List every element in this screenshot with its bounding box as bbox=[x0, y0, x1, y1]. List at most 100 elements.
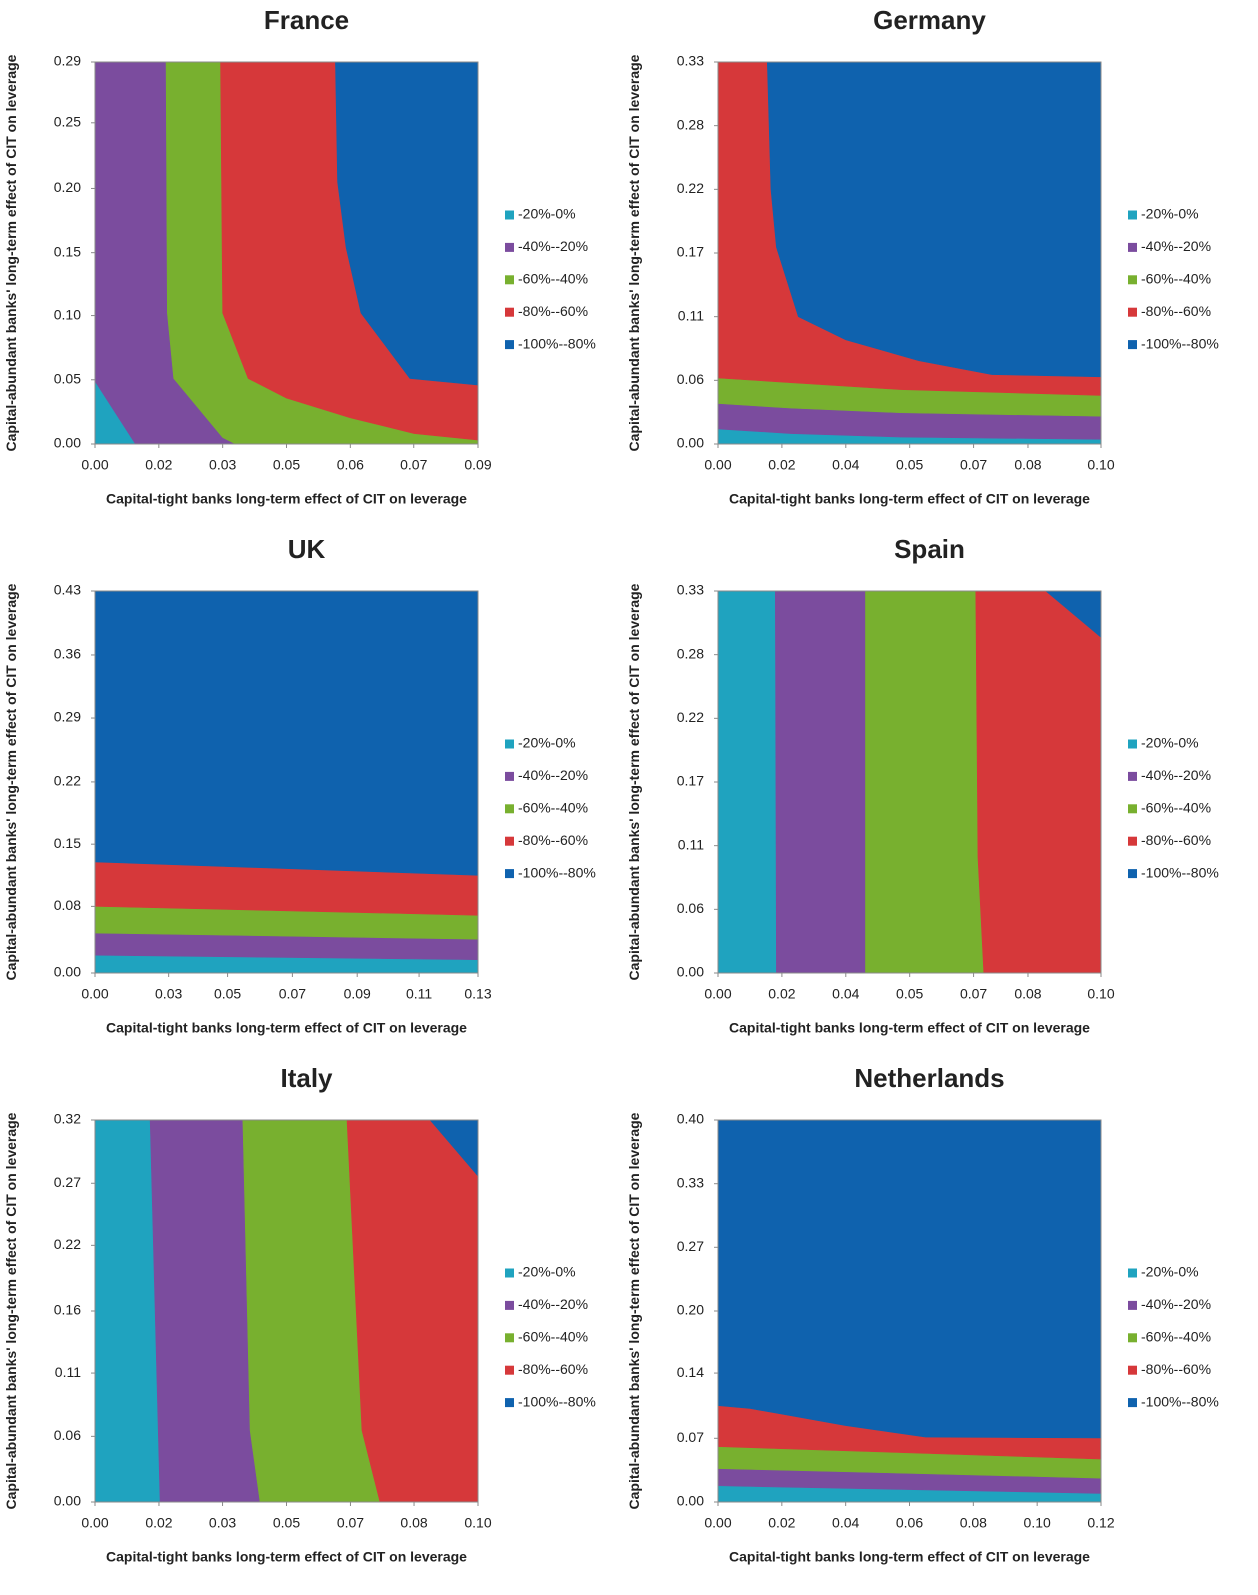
y-tick-label: 0.11 bbox=[678, 836, 704, 852]
chart-title: UK bbox=[288, 534, 326, 564]
x-tick-label: 0.13 bbox=[464, 986, 491, 1002]
x-tick-label: 0.08 bbox=[1014, 986, 1041, 1002]
x-tick-label: 0.00 bbox=[81, 986, 108, 1002]
x-tick-label: 0.00 bbox=[81, 1515, 108, 1531]
legend-label: -100%--80% bbox=[1141, 1393, 1219, 1409]
x-axis-label: Capital-tight banks long-term effect of … bbox=[106, 1020, 467, 1036]
y-tick-label: 0.22 bbox=[54, 1236, 81, 1252]
legend-label: -60%--40% bbox=[518, 800, 588, 816]
y-tick-label: 0.43 bbox=[54, 582, 81, 598]
y-tick-label: 0.29 bbox=[54, 709, 81, 725]
x-tick-label: 0.09 bbox=[464, 457, 491, 473]
x-tick-label: 0.06 bbox=[337, 457, 364, 473]
legend-label: -80%--60% bbox=[518, 303, 588, 319]
x-tick-label: 0.04 bbox=[832, 986, 859, 1002]
x-tick-label: 0.03 bbox=[155, 986, 182, 1002]
x-tick-label: 0.10 bbox=[1087, 986, 1114, 1002]
x-tick-label: 0.00 bbox=[81, 457, 108, 473]
chart: Italy 0.00 0.02 0.03 0.05 0.07 0.08 0.10 0.00 0.0… bbox=[54, 1063, 596, 1565]
chart-panel: Italy 0.00 0.02 0.03 0.05 0.07 0.08 0.10 0.00 0.0… bbox=[0, 1058, 629, 1587]
legend-label: -100%--80% bbox=[518, 335, 596, 351]
chart-title: France bbox=[264, 5, 349, 35]
contour-band bbox=[975, 590, 1102, 974]
legend-label: -60%--40% bbox=[1141, 271, 1211, 287]
x-tick-label: 0.08 bbox=[960, 1515, 987, 1531]
chart-panel: France 0.00 0.02 0.03 0.05 0.06 0.07 0.09 0.00 0.… bbox=[0, 0, 629, 529]
legend-swatch bbox=[505, 1300, 514, 1310]
x-tick-label: 0.08 bbox=[400, 1515, 427, 1531]
y-axis-label: Capital-abundant banks' long-term effect… bbox=[3, 54, 19, 452]
legend-swatch bbox=[1128, 1365, 1137, 1375]
x-axis-label: Capital-tight banks long-term effect of … bbox=[729, 1549, 1090, 1565]
y-tick-label: 0.17 bbox=[677, 773, 704, 789]
legend-swatch bbox=[1128, 1398, 1137, 1408]
x-axis-label: Capital-tight banks long-term effect of … bbox=[106, 1549, 467, 1565]
contour-band bbox=[865, 590, 985, 974]
y-tick-label: 0.33 bbox=[677, 53, 704, 69]
x-tick-label: 0.10 bbox=[464, 1515, 491, 1531]
x-tick-label: 0.00 bbox=[704, 1515, 731, 1531]
y-tick-label: 0.05 bbox=[54, 370, 81, 386]
y-tick-label: 0.11 bbox=[678, 307, 704, 323]
x-tick-label: 0.02 bbox=[768, 986, 795, 1002]
y-tick-label: 0.20 bbox=[54, 179, 81, 195]
chart: Germany 0.00 0.02 0.04 0.05 0.07 0.08 0.10 0.00 0… bbox=[677, 5, 1219, 507]
contour-band bbox=[94, 590, 479, 876]
legend-label: -20%-0% bbox=[518, 735, 576, 751]
legend-label: -80%--60% bbox=[518, 1361, 588, 1377]
contour-band bbox=[775, 590, 866, 974]
legend-label: -100%--80% bbox=[1141, 864, 1219, 880]
contour-band bbox=[717, 590, 777, 974]
x-tick-label: 0.07 bbox=[279, 986, 306, 1002]
y-axis-label: Capital-abundant banks' long-term effect… bbox=[3, 583, 19, 981]
y-tick-label: 0.28 bbox=[677, 116, 704, 132]
legend-swatch bbox=[1128, 1268, 1137, 1278]
x-tick-label: 0.10 bbox=[1024, 1515, 1051, 1531]
chart: Netherlands 0.00 0.02 0.04 0.06 0.08 0.10 0.12 0… bbox=[677, 1063, 1219, 1565]
x-tick-label: 0.05 bbox=[896, 986, 923, 1002]
legend-label: -60%--40% bbox=[1141, 1329, 1211, 1345]
y-tick-label: 0.33 bbox=[677, 1174, 704, 1190]
x-tick-label: 0.06 bbox=[896, 1515, 923, 1531]
legend-swatch bbox=[1128, 340, 1137, 350]
y-tick-label: 0.27 bbox=[677, 1238, 704, 1254]
legend-swatch bbox=[1128, 242, 1137, 252]
legend-swatch bbox=[505, 1333, 514, 1343]
legend-label: -40%--20% bbox=[518, 1296, 588, 1312]
legend-label: -20%-0% bbox=[1141, 206, 1199, 222]
chart: France 0.00 0.02 0.03 0.05 0.06 0.07 0.09 0.00 0.… bbox=[54, 5, 596, 507]
y-tick-label: 0.10 bbox=[54, 306, 81, 322]
x-axis-label: Capital-tight banks long-term effect of … bbox=[729, 1020, 1090, 1036]
x-tick-label: 0.02 bbox=[145, 457, 172, 473]
x-tick-label: 0.02 bbox=[145, 1515, 172, 1531]
legend-swatch bbox=[1128, 275, 1137, 285]
chart-title: Italy bbox=[280, 1063, 333, 1093]
legend-label: -100%--80% bbox=[518, 864, 596, 880]
y-axis-label: Capital-abundant banks' long-term effect… bbox=[626, 1112, 642, 1510]
x-axis-label: Capital-tight banks long-term effect of … bbox=[106, 491, 467, 507]
legend-label: -20%-0% bbox=[518, 1264, 576, 1280]
y-tick-label: 0.29 bbox=[54, 53, 81, 69]
y-tick-label: 0.36 bbox=[54, 646, 81, 662]
x-tick-label: 0.04 bbox=[832, 1515, 859, 1531]
chart-panel: Germany 0.00 0.02 0.04 0.05 0.07 0.08 0.10 0.00 0… bbox=[623, 0, 1252, 529]
y-tick-label: 0.00 bbox=[54, 1493, 81, 1509]
y-tick-label: 0.25 bbox=[54, 114, 81, 130]
x-tick-label: 0.03 bbox=[209, 1515, 236, 1531]
x-tick-label: 0.02 bbox=[768, 457, 795, 473]
legend-label: -40%--20% bbox=[1141, 767, 1211, 783]
y-tick-label: 0.17 bbox=[677, 244, 704, 260]
legend-swatch bbox=[505, 739, 514, 749]
y-tick-label: 0.32 bbox=[54, 1111, 81, 1127]
legend-label: -20%-0% bbox=[1141, 735, 1199, 751]
x-tick-label: 0.07 bbox=[400, 457, 427, 473]
x-tick-label: 0.05 bbox=[896, 457, 923, 473]
contour-band bbox=[346, 1119, 479, 1503]
y-tick-label: 0.11 bbox=[55, 1364, 81, 1380]
legend-swatch bbox=[505, 771, 514, 781]
legend-label: -60%--40% bbox=[518, 271, 588, 287]
chart-title: Netherlands bbox=[854, 1063, 1004, 1093]
y-tick-label: 0.00 bbox=[677, 1493, 704, 1509]
legend-swatch bbox=[505, 242, 514, 252]
x-tick-label: 0.05 bbox=[273, 1515, 300, 1531]
